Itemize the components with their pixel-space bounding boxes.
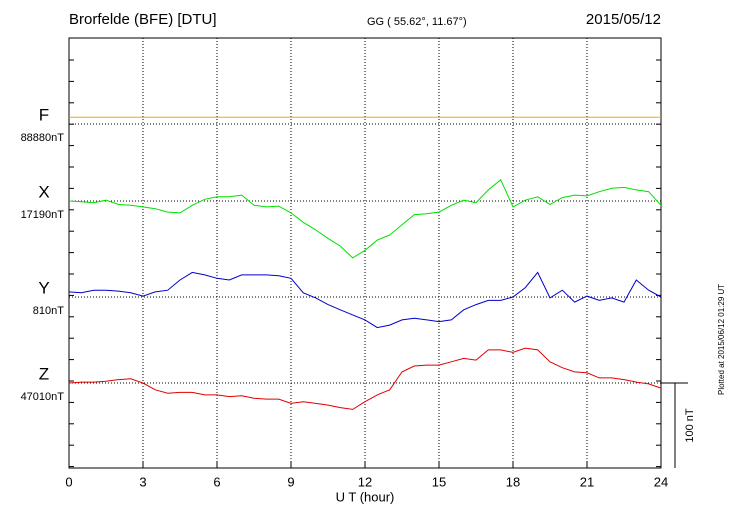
series-line [68, 347, 662, 410]
x-tick-label: 24 [654, 474, 668, 489]
baseline-label: 17190nT [21, 209, 65, 221]
x-tick-label: 21 [580, 474, 594, 489]
series-line [68, 271, 662, 329]
series-line [68, 179, 662, 259]
scale-bar-label: 100 nT [684, 408, 696, 443]
x-tick-label: 9 [287, 474, 294, 489]
plot-frame [68, 37, 662, 469]
baseline-label: 47010nT [21, 391, 65, 403]
x-tick-label: 6 [213, 474, 220, 489]
series-name: Z [39, 364, 49, 383]
chart-date: 2015/05/12 [586, 11, 661, 28]
x-tick-label: 0 [65, 474, 72, 489]
chart-title: Brorfelde (BFE) [DTU] [69, 11, 217, 28]
x-tick-label: 18 [506, 474, 520, 489]
x-tick-label: 3 [139, 474, 146, 489]
series-name: X [38, 182, 49, 201]
x-tick-label: 12 [358, 474, 372, 489]
plot-note: Plotted at 2015/06/12 01:29 UT [717, 284, 726, 395]
baseline-label: 88880nT [21, 132, 65, 144]
x-tick-label: 15 [432, 474, 446, 489]
baseline-label: 810nT [33, 305, 64, 317]
series-name: Y [38, 278, 49, 297]
series-name: F [39, 105, 49, 124]
chart-subtitle: GG ( 55.62°, 11.67°) [367, 16, 467, 28]
x-axis-label: U T (hour) [336, 489, 395, 504]
